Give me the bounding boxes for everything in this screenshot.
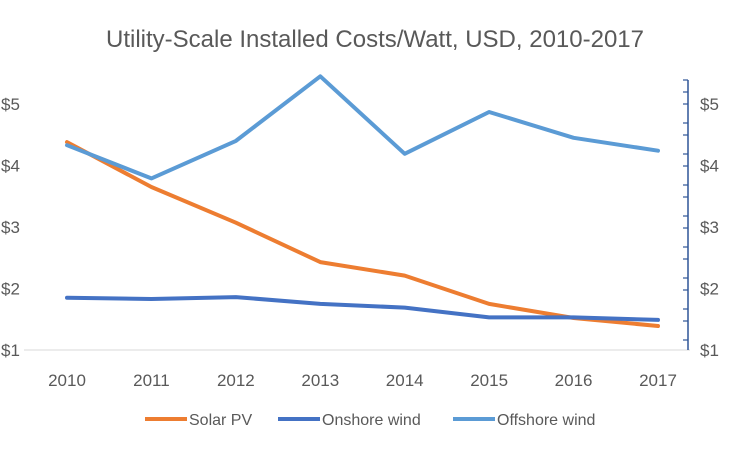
x-axis-tick-label: 2014	[386, 371, 424, 390]
x-axis-tick-label: 2012	[217, 371, 255, 390]
legend-label-offshore-wind: Offshore wind	[497, 412, 595, 429]
right-axis-tick-label: $1	[700, 341, 719, 360]
x-axis-tick-label: 2010	[48, 371, 86, 390]
x-axis-tick-label: 2016	[555, 371, 593, 390]
x-axis-tick-label: 2017	[639, 371, 677, 390]
left-axis-tick-label: $1	[1, 341, 20, 360]
left-axis-tick-label: $3	[1, 218, 20, 237]
chart-title: Utility-Scale Installed Costs/Watt, USD,…	[106, 26, 644, 53]
x-axis-tick-label: 2015	[470, 371, 508, 390]
series-line-onshore-wind	[65, 295, 660, 322]
axes: $1 $2 $3 $4 $5 $1 $2 $3 $4 $5 2010 2011 2012 2013 2014…	[1, 79, 719, 390]
x-axis-tick-label: 2011	[133, 371, 170, 390]
right-axis-tick-label: $5	[700, 95, 719, 114]
series-line-offshore-wind	[65, 74, 660, 181]
series-layer	[65, 74, 660, 328]
legend-label-onshore-wind: Onshore wind	[322, 412, 421, 429]
legend: Solar PV Onshore wind Offshore wind	[145, 412, 595, 429]
right-axis-tick-label: $4	[700, 157, 719, 176]
right-axis-tick-label: $2	[700, 280, 719, 299]
left-axis-tick-label: $5	[1, 95, 20, 114]
legend-label-solar-pv: Solar PV	[189, 412, 252, 429]
left-axis-tick-label: $4	[1, 157, 20, 176]
right-axis-tick-label: $3	[700, 218, 719, 237]
x-axis-tick-label: 2013	[301, 371, 339, 390]
left-axis-tick-label: $2	[1, 280, 20, 299]
